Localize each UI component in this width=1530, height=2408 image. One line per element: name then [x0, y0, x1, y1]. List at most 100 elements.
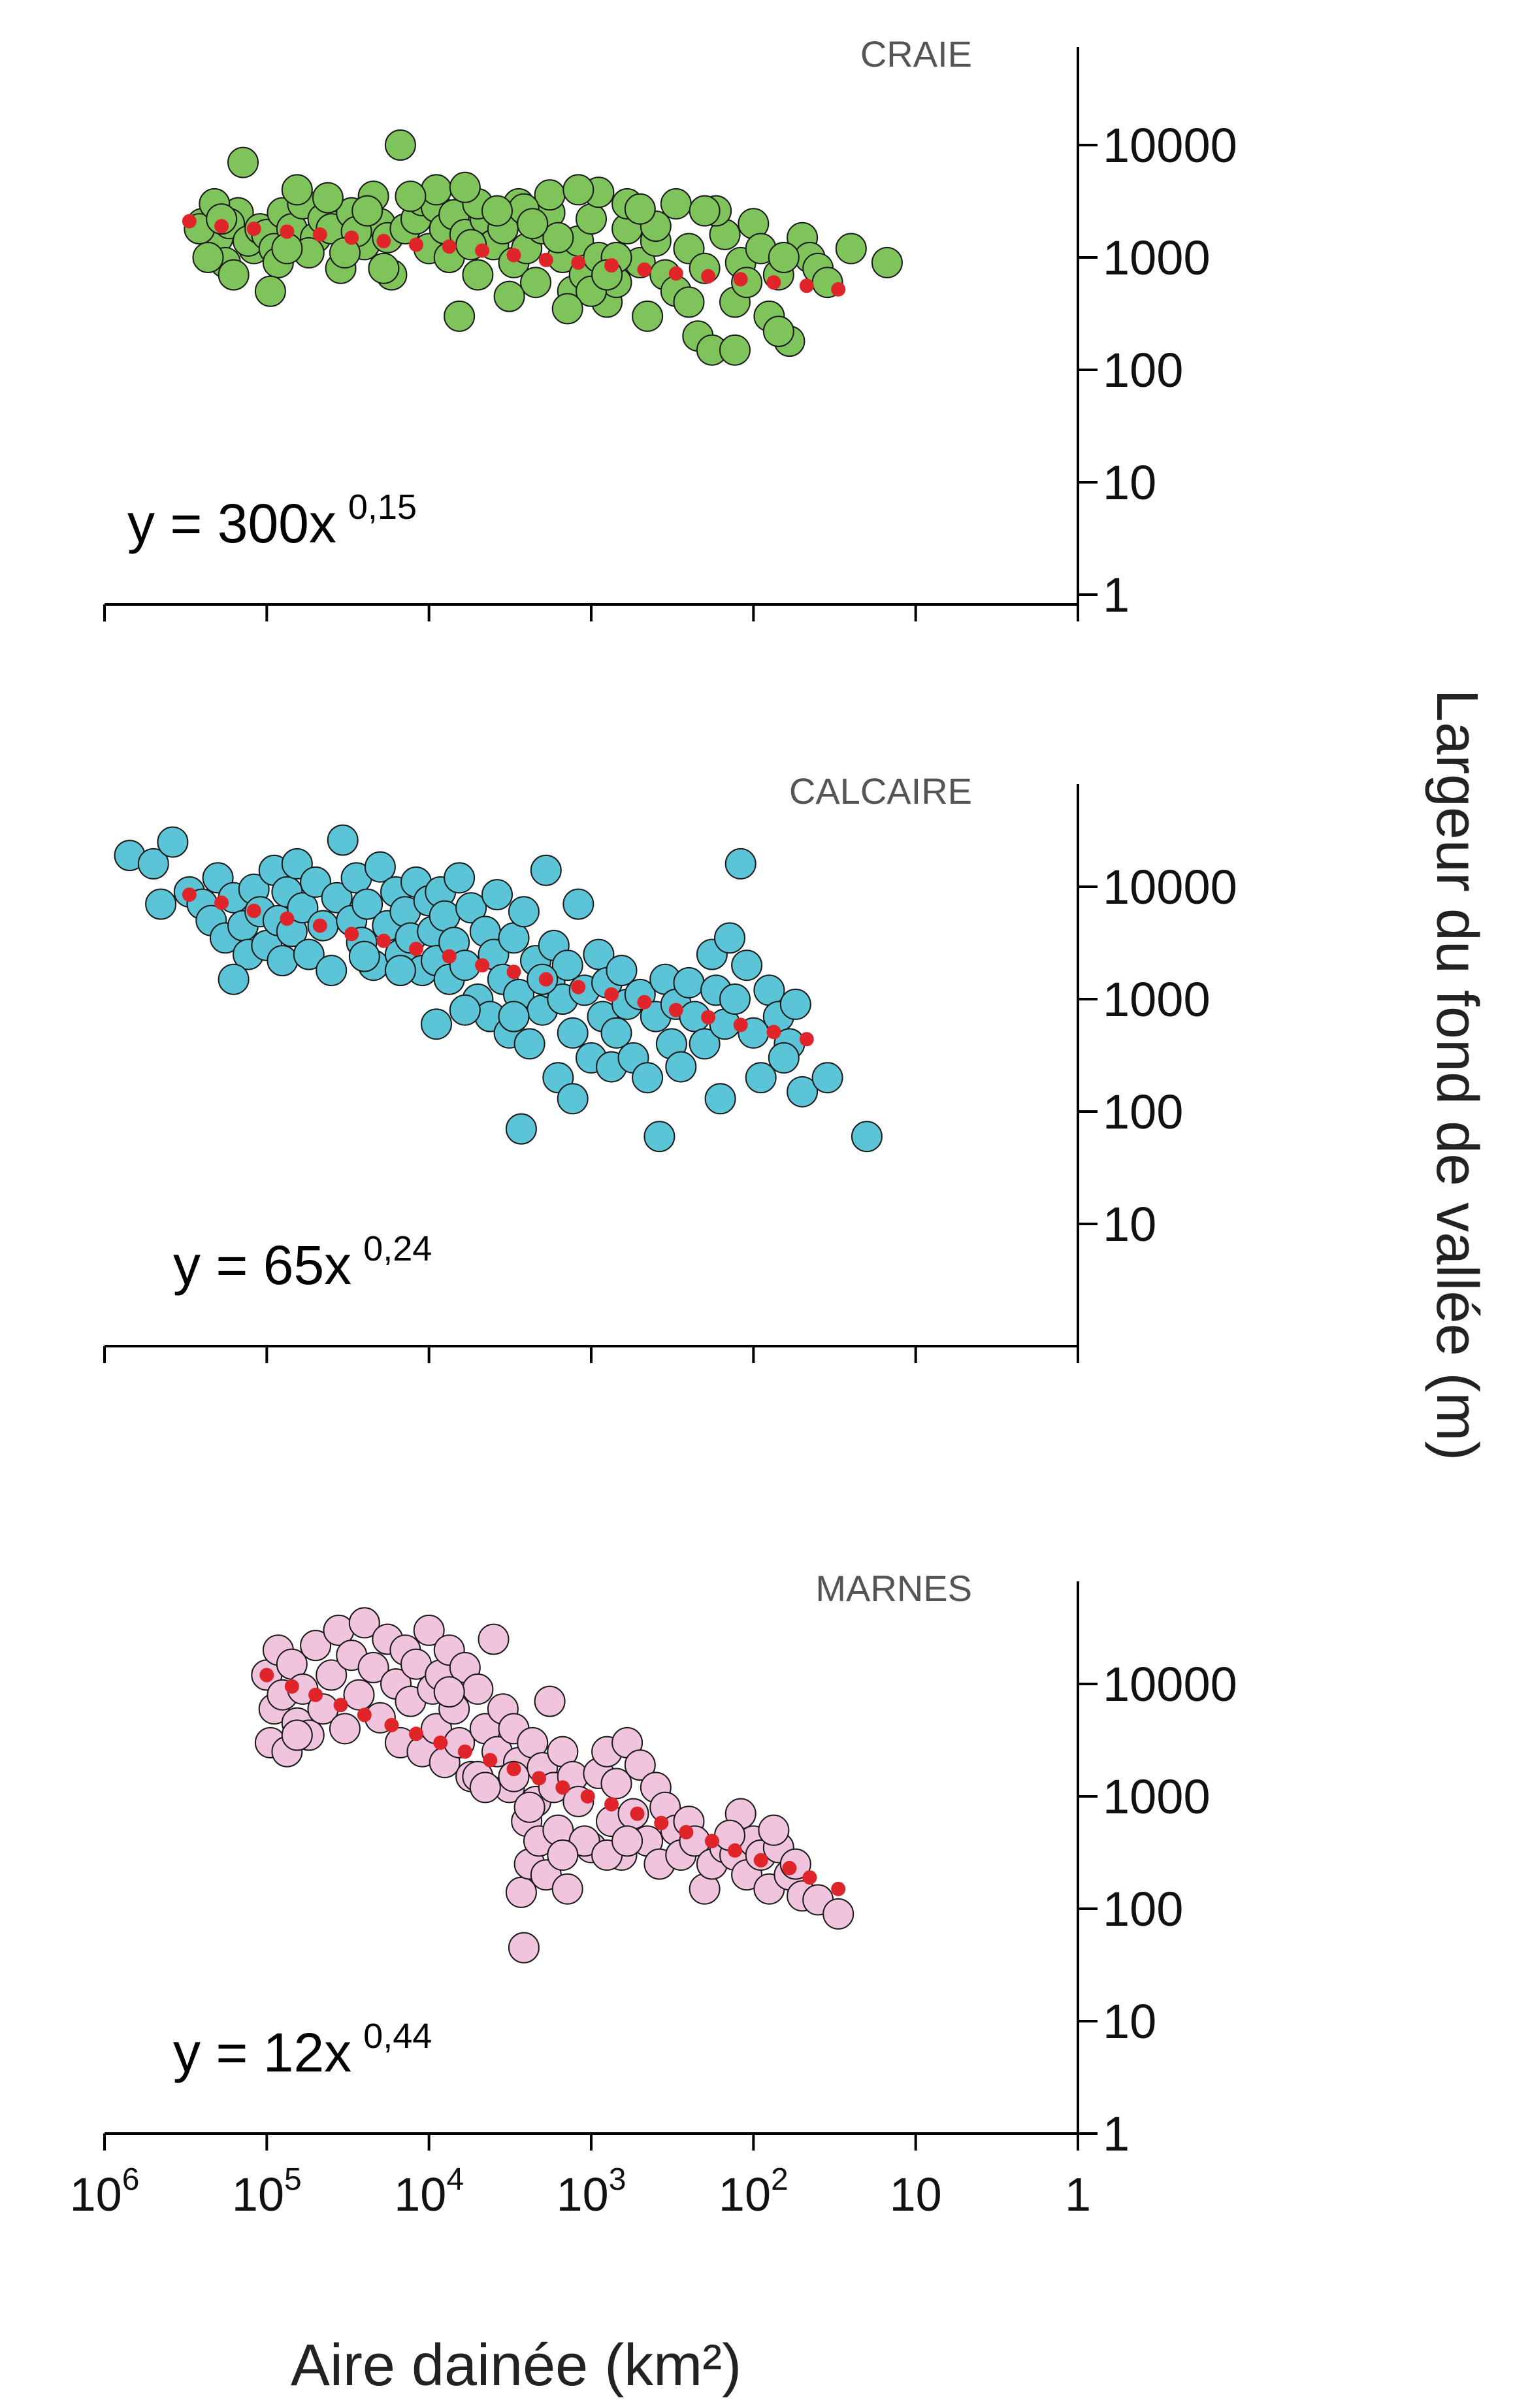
- data-point: [218, 963, 250, 995]
- panel-craie: 1 10 100 1000 10000 CRAIE y = 300x 0,15: [103, 33, 1237, 622]
- fit-point: [376, 233, 391, 248]
- data-point: [462, 1673, 494, 1705]
- data-point: [576, 203, 607, 235]
- data-point: [444, 862, 476, 894]
- data-point: [329, 1713, 361, 1745]
- data-point: [348, 940, 380, 972]
- panel-title: MARNES: [815, 1568, 972, 1609]
- panel-calcaire: 10 100 1000 10000 CALCAIRE y = 65x 0,24: [103, 770, 1237, 1363]
- data-point: [542, 222, 574, 254]
- data-point: [481, 879, 513, 911]
- data-point: [348, 1607, 380, 1639]
- data-point: [513, 1791, 545, 1823]
- data-point: [660, 188, 692, 220]
- fit-point: [604, 258, 619, 273]
- data-point: [413, 1614, 445, 1646]
- data-point: [673, 286, 705, 318]
- fit-point: [766, 1025, 781, 1040]
- fit-point: [733, 272, 748, 287]
- data-point: [673, 966, 705, 998]
- x-tick-label: 10: [890, 2169, 942, 2221]
- data-point: [600, 1768, 632, 1800]
- data-point: [551, 949, 583, 981]
- fit-point: [571, 980, 586, 995]
- y-tick-label: 10: [1103, 455, 1156, 510]
- data-point: [357, 1651, 389, 1683]
- fit-point: [280, 911, 295, 926]
- data-point: [300, 1630, 332, 1662]
- data-point: [493, 280, 525, 312]
- x-tick-label: 106: [70, 2162, 140, 2221]
- y-tick-label: 1000: [1103, 1770, 1211, 1824]
- equation-label: y = 65x 0,24: [173, 1229, 432, 1296]
- y-tick-label: 1000: [1103, 972, 1211, 1027]
- data-point: [312, 182, 344, 214]
- data-point: [327, 824, 359, 856]
- fit-point: [457, 1744, 472, 1759]
- fit-point: [799, 1032, 814, 1047]
- data-point: [218, 259, 250, 291]
- data-point: [384, 955, 416, 987]
- data-point: [462, 259, 494, 291]
- data-point: [731, 949, 763, 981]
- data-point: [157, 826, 189, 858]
- data-point: [351, 195, 383, 227]
- fit-point: [704, 1834, 719, 1849]
- data-point: [753, 974, 785, 1006]
- y-tick-label: 100: [1103, 343, 1183, 397]
- data-point: [611, 1825, 643, 1857]
- data-point: [145, 888, 177, 920]
- fit-point: [668, 1002, 683, 1017]
- fit-point: [506, 965, 521, 980]
- data-point: [505, 1876, 537, 1908]
- data-point: [562, 888, 594, 920]
- fit-point: [357, 1707, 372, 1723]
- data-point: [551, 293, 583, 325]
- data-point: [704, 1083, 736, 1115]
- data-point: [300, 866, 332, 898]
- data-point: [508, 896, 540, 928]
- data-point: [517, 208, 549, 240]
- data-point: [724, 848, 757, 880]
- y-tick-label: 100: [1103, 1085, 1183, 1139]
- data-point: [758, 1814, 790, 1846]
- fit-point: [344, 927, 359, 942]
- fit-point: [333, 1698, 348, 1713]
- fit-point: [344, 230, 359, 245]
- data-point: [719, 334, 751, 366]
- data-point: [421, 1008, 452, 1040]
- data-point: [267, 945, 299, 977]
- fit-point: [637, 262, 652, 277]
- fit-point: [571, 255, 586, 270]
- data-point: [643, 1121, 675, 1153]
- fit-point: [532, 1771, 546, 1786]
- fit-point: [604, 987, 619, 1002]
- panel-title: CALCAIRE: [789, 770, 972, 812]
- data-point: [449, 171, 481, 203]
- panel-title: CRAIE: [860, 33, 972, 74]
- data-point: [632, 300, 664, 332]
- fit-point: [782, 1860, 797, 1875]
- data-point: [871, 246, 903, 278]
- fit-point: [802, 1870, 817, 1885]
- fit-point: [506, 1762, 521, 1777]
- data-point: [557, 1017, 589, 1049]
- data-point: [624, 193, 656, 225]
- data-point: [534, 179, 566, 211]
- data-point: [498, 922, 530, 954]
- fit-point: [637, 995, 652, 1010]
- data-point: [530, 854, 562, 886]
- data-point: [508, 1932, 540, 1964]
- fit-point: [182, 887, 197, 902]
- panels-layer: 1 10 100 1000 10000 CRAIE y = 300x 0,15 10 100 100…: [70, 33, 1237, 2221]
- fit-point: [312, 227, 327, 242]
- data-point: [227, 146, 259, 178]
- fit-point: [433, 1735, 448, 1750]
- fit-point: [214, 895, 229, 910]
- fit-point: [728, 1843, 742, 1858]
- data-point: [449, 994, 481, 1026]
- data-point: [433, 1676, 465, 1708]
- data-point: [343, 1679, 375, 1711]
- fit-point: [679, 1824, 694, 1839]
